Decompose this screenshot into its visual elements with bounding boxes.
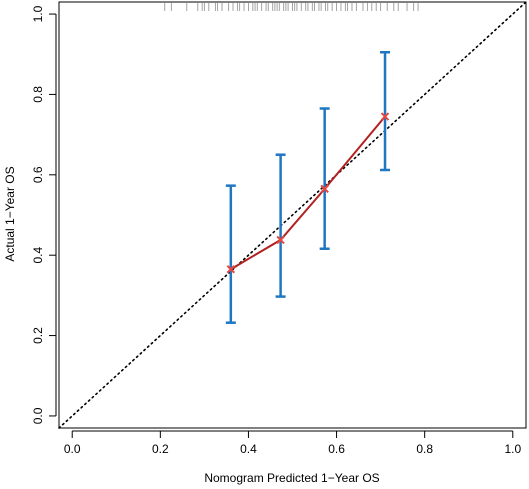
data-point-stroke (276, 235, 285, 245)
data-point-stroke (320, 184, 329, 194)
x-tick-label: 0.6 (328, 442, 345, 456)
data-point-stroke (380, 112, 390, 121)
data-point-stroke (226, 265, 236, 274)
calibration-line (230, 115, 386, 271)
x-tick-label: 0.4 (240, 442, 257, 456)
x-tick-label: 0.0 (64, 442, 81, 456)
data-point (380, 112, 390, 121)
y-tick-label: 0.6 (31, 166, 45, 183)
data-point (276, 235, 285, 245)
rug-marks (164, 3, 419, 11)
y-tick-label: 0.0 (31, 407, 45, 424)
y-tick-label: 1.0 (31, 5, 45, 22)
x-tick-label: 0.2 (152, 442, 169, 456)
data-point (226, 265, 236, 274)
reference-diagonal-line (58, 1, 527, 429)
plot-frame (58, 1, 527, 429)
y-axis-label: Actual 1−Year OS (3, 166, 17, 261)
y-axis: 0.0 0.2 0.4 0.6 0.8 1.0 (31, 5, 57, 424)
x-axis-label: Nomogram Predicted 1−Year OS (204, 471, 379, 485)
y-tick-label: 0.4 (31, 247, 45, 264)
x-axis: 0.0 0.2 0.4 0.6 0.8 1.0 (64, 430, 521, 456)
y-tick-label: 0.8 (31, 86, 45, 103)
calibration-points (226, 112, 390, 274)
x-tick-label: 0.8 (416, 442, 433, 456)
x-tick-label: 1.0 (504, 442, 521, 456)
data-point (320, 184, 329, 194)
error-bars (225, 50, 391, 324)
y-tick-label: 0.2 (31, 327, 45, 344)
